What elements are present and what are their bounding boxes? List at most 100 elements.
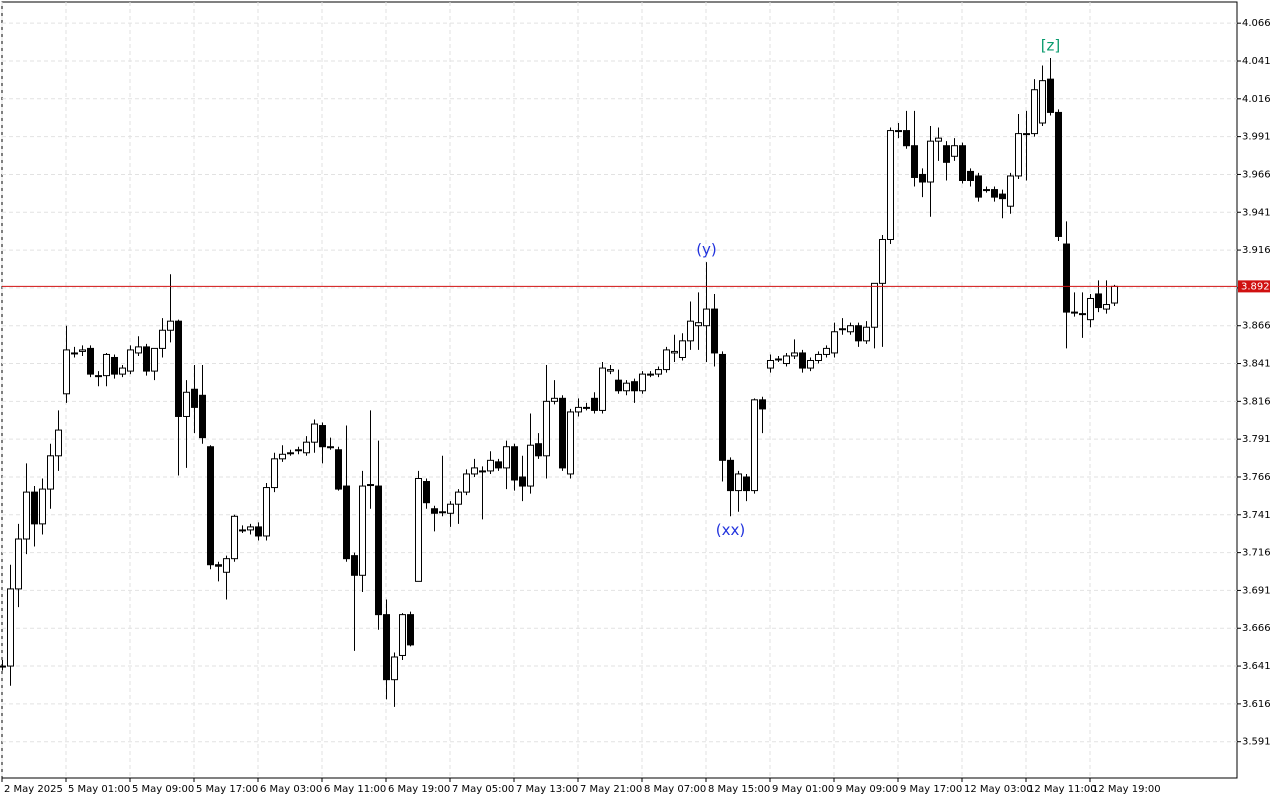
candle-body (1071, 311, 1078, 314)
candle-body (255, 526, 262, 537)
candle-body (215, 564, 222, 567)
candle-body (7, 588, 14, 667)
candle-body (271, 458, 278, 489)
candle-body (55, 429, 62, 457)
candle-body (223, 558, 230, 573)
candle-body (983, 189, 990, 192)
x-tick-label: 8 May 15:00 (708, 784, 770, 795)
candle-body (31, 491, 38, 525)
x-tick-label: 7 May 21:00 (580, 784, 642, 795)
y-tick-label: 4.066 (1242, 18, 1271, 29)
candle-body (231, 515, 238, 560)
candle-body (439, 511, 446, 514)
candle-body (999, 193, 1006, 200)
x-tick-label: 5 May 01:00 (68, 784, 130, 795)
candle-body (543, 400, 550, 457)
candle-body (863, 326, 870, 342)
candle-body (567, 411, 574, 475)
current-price-label: 3.892 (1241, 281, 1270, 292)
y-tick-label: 3.966 (1242, 169, 1271, 180)
x-tick-label: 6 May 19:00 (388, 784, 450, 795)
candle-body (1015, 133, 1022, 177)
candle-body (575, 406, 582, 413)
wave-label: (y) (696, 241, 717, 259)
candle-body (911, 145, 918, 178)
y-tick-label: 3.766 (1242, 472, 1271, 483)
y-tick-label: 3.841 (1242, 359, 1271, 370)
candle-body (1031, 89, 1038, 135)
candle-body (479, 470, 486, 473)
candle-body (759, 399, 766, 410)
x-tick-label: 5 May 09:00 (132, 784, 194, 795)
candle-body (111, 356, 118, 375)
candle-body (871, 282, 878, 328)
candle-body (391, 656, 398, 681)
candle-body (471, 467, 478, 475)
candle-body (159, 329, 166, 349)
candle-body (895, 130, 902, 133)
y-tick-label: 3.916 (1242, 245, 1271, 256)
current-price-box (1238, 280, 1270, 293)
x-tick-label: 5 May 17:00 (196, 784, 258, 795)
candle-body (951, 145, 958, 157)
candle-body (415, 477, 422, 582)
candle-body (767, 360, 774, 369)
candle-body (927, 140, 934, 183)
candle-body (1023, 133, 1030, 136)
candle-body (447, 503, 454, 514)
candle-body (175, 320, 182, 417)
candle-body (0, 665, 6, 668)
candle-body (639, 373, 646, 392)
y-tick-label: 3.716 (1242, 548, 1271, 559)
candle-body (1095, 293, 1102, 309)
candle-body (207, 446, 214, 566)
y-tick-label: 3.616 (1242, 699, 1271, 710)
candle-body (1087, 297, 1094, 321)
candle-body (559, 397, 566, 469)
candle-body (495, 461, 502, 469)
candle-body (919, 173, 926, 183)
candle-body (15, 538, 22, 590)
candle-body (551, 397, 558, 402)
candle-body (991, 189, 998, 198)
candle-body (367, 484, 374, 487)
candle-body (319, 425, 326, 448)
candle-body (631, 381, 638, 392)
candle-body (719, 353, 726, 461)
wave-label: [z] (1041, 36, 1061, 54)
candle-body (615, 379, 622, 392)
candle-body (815, 353, 822, 362)
x-tick-label: 6 May 11:00 (324, 784, 386, 795)
candle-body (655, 369, 662, 375)
y-tick-label: 3.641 (1242, 661, 1271, 672)
candle-body (335, 449, 342, 490)
candle-body (583, 406, 590, 409)
candle-body (1103, 304, 1110, 310)
candle-body (303, 441, 310, 454)
candle-body (431, 508, 438, 514)
candle-body (1039, 80, 1046, 124)
candle-body (487, 459, 494, 472)
candle-body (327, 446, 334, 449)
candle-body (23, 491, 30, 540)
x-tick-label: 12 May 11:00 (1028, 784, 1097, 795)
candle-body (687, 320, 694, 342)
candle-body (1047, 78, 1054, 113)
candle-body (167, 320, 174, 331)
y-tick-label: 3.941 (1242, 207, 1271, 218)
candle-body (887, 130, 894, 240)
candle-body (119, 367, 126, 375)
x-tick-label: 6 May 03:00 (260, 784, 322, 795)
candle-body (831, 331, 838, 354)
x-tick-label: 2 May 2025 (4, 784, 63, 795)
candle-body (423, 481, 430, 504)
candle-body (679, 340, 686, 358)
candle-body (287, 452, 294, 455)
candle-body (935, 137, 942, 142)
candle-body (151, 347, 158, 372)
candle-body (1055, 111, 1062, 237)
candle-body (1111, 285, 1118, 304)
candle-body (535, 443, 542, 457)
candle-body (87, 347, 94, 375)
